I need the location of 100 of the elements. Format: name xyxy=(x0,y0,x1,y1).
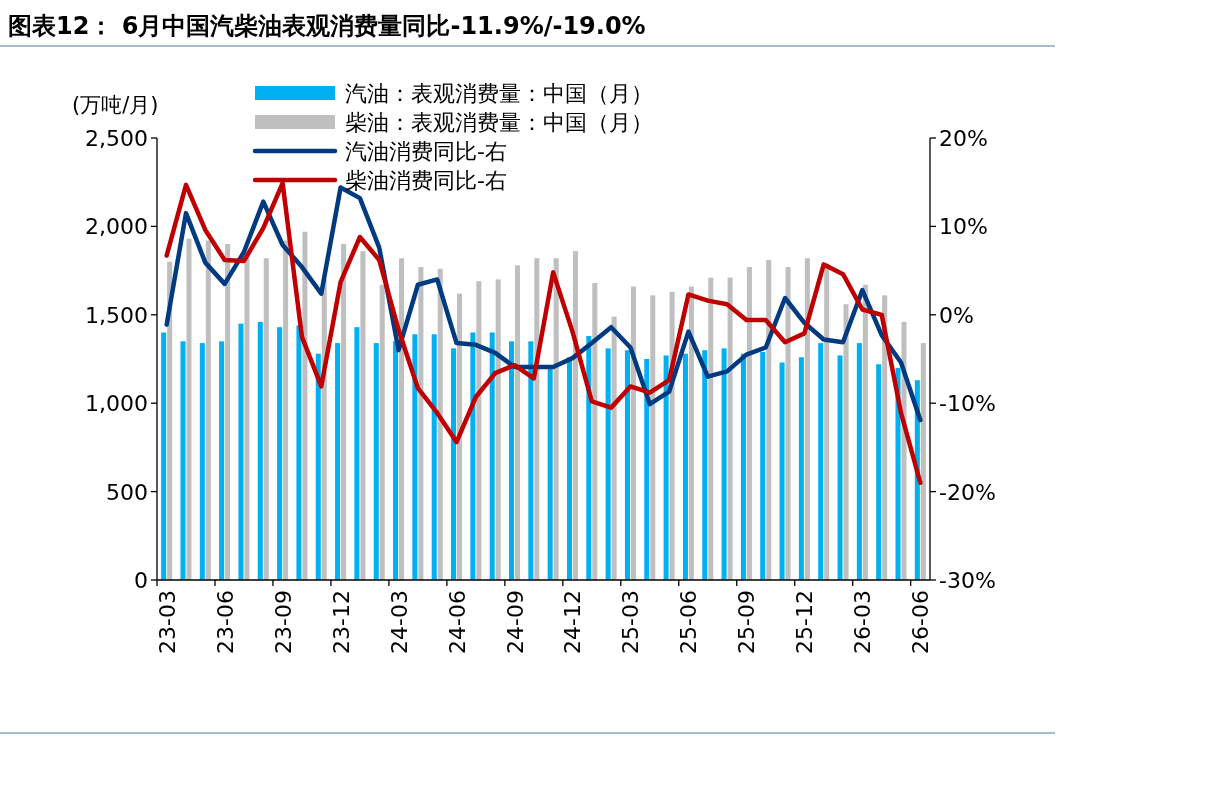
y-axis-title: (万吨/月) xyxy=(72,93,159,117)
x-tick-label: 23-09 xyxy=(270,590,296,654)
y-tick-label: 1,000 xyxy=(85,391,148,417)
bar xyxy=(611,316,617,580)
bar xyxy=(876,364,882,580)
legend-label: 汽油：表观消费量：中国（月） xyxy=(345,81,653,106)
x-tick-label: 24-12 xyxy=(560,590,586,654)
y-tick-label: 2,000 xyxy=(85,214,148,240)
bar xyxy=(572,251,578,580)
bar xyxy=(219,341,225,580)
bar xyxy=(412,334,418,580)
y-tick-label: 1,500 xyxy=(85,302,148,328)
bar xyxy=(393,341,399,580)
x-tick-label: 26-03 xyxy=(850,590,876,654)
bar xyxy=(534,258,540,580)
bar xyxy=(740,353,746,580)
bar xyxy=(431,334,437,580)
bar xyxy=(514,265,521,580)
bar xyxy=(592,282,598,580)
x-tick-label: 24-09 xyxy=(502,590,528,654)
bar xyxy=(727,277,733,580)
bar xyxy=(199,343,205,580)
bar xyxy=(818,343,824,580)
y2-tick-label: -10% xyxy=(939,391,996,417)
legend-label: 汽油消费同比-右 xyxy=(345,139,507,164)
x-tick-label: 23-03 xyxy=(154,590,180,654)
bar xyxy=(457,293,463,580)
bar xyxy=(630,286,636,580)
bar xyxy=(837,355,843,580)
bar xyxy=(785,267,791,580)
bar xyxy=(856,343,862,580)
bar xyxy=(379,284,385,580)
legend-label: 柴油：表观消费量：中国（月） xyxy=(345,110,653,135)
bar xyxy=(509,341,515,580)
x-tick-label: 25-09 xyxy=(734,590,760,654)
bar xyxy=(798,357,804,580)
x-tick-label: 24-03 xyxy=(386,590,412,654)
bar xyxy=(451,348,457,580)
bar xyxy=(302,231,308,580)
bar xyxy=(167,261,173,580)
bar xyxy=(586,336,592,580)
bar xyxy=(644,359,650,580)
x-tick-label: 23-12 xyxy=(328,590,354,654)
bar xyxy=(283,240,289,580)
bar xyxy=(663,355,669,580)
bar xyxy=(766,259,772,580)
bar xyxy=(277,327,283,580)
bar xyxy=(547,367,553,580)
bar xyxy=(225,244,231,580)
bar xyxy=(354,327,360,580)
bar xyxy=(315,353,321,580)
bar xyxy=(341,244,347,580)
bar xyxy=(244,256,250,580)
bar xyxy=(721,348,727,580)
legend-label: 柴油消费同比-右 xyxy=(345,168,507,193)
bar xyxy=(650,295,656,580)
x-tick-label: 25-12 xyxy=(792,590,818,654)
bar xyxy=(180,341,186,580)
y2-tick-label: 10% xyxy=(939,214,988,240)
x-tick-label: 25-03 xyxy=(618,590,644,654)
x-tick-label: 26-06 xyxy=(908,590,934,654)
bar xyxy=(263,258,269,580)
y2-tick-label: 0% xyxy=(939,302,974,328)
bar xyxy=(470,332,476,580)
bar xyxy=(476,281,482,580)
bar xyxy=(296,325,302,580)
y-tick-label: 500 xyxy=(106,479,148,505)
bar xyxy=(489,332,495,580)
bar xyxy=(682,353,688,580)
bar xyxy=(373,343,379,580)
chart-title: 图表12： 6月中国汽柴油表观消费量同比-11.9%/-19.0% xyxy=(8,12,646,40)
bar xyxy=(161,332,167,580)
bar xyxy=(495,279,501,580)
bar xyxy=(843,304,849,580)
bar xyxy=(624,350,630,580)
bar xyxy=(205,240,211,580)
x-tick-label: 25-06 xyxy=(676,590,702,654)
bar xyxy=(418,267,424,580)
x-tick-label: 24-06 xyxy=(444,590,470,654)
bar xyxy=(688,286,694,580)
y2-tick-label: 20% xyxy=(939,126,988,151)
bar xyxy=(553,258,559,580)
bar xyxy=(779,362,785,580)
bar xyxy=(920,343,926,580)
bar xyxy=(257,321,263,580)
bar xyxy=(528,341,534,580)
bar xyxy=(605,348,611,580)
y2-tick-label: -30% xyxy=(939,568,996,593)
bar xyxy=(238,323,244,580)
bar xyxy=(566,357,573,580)
bar xyxy=(335,343,341,580)
y-tick-label: 2,500 xyxy=(85,126,148,151)
bar xyxy=(882,295,888,580)
bar xyxy=(746,267,752,580)
bar xyxy=(804,258,810,580)
bar xyxy=(702,350,708,580)
y-tick-label: 0 xyxy=(134,568,148,593)
y2-tick-label: -20% xyxy=(939,479,996,505)
bar xyxy=(399,258,405,580)
bar xyxy=(862,284,868,580)
